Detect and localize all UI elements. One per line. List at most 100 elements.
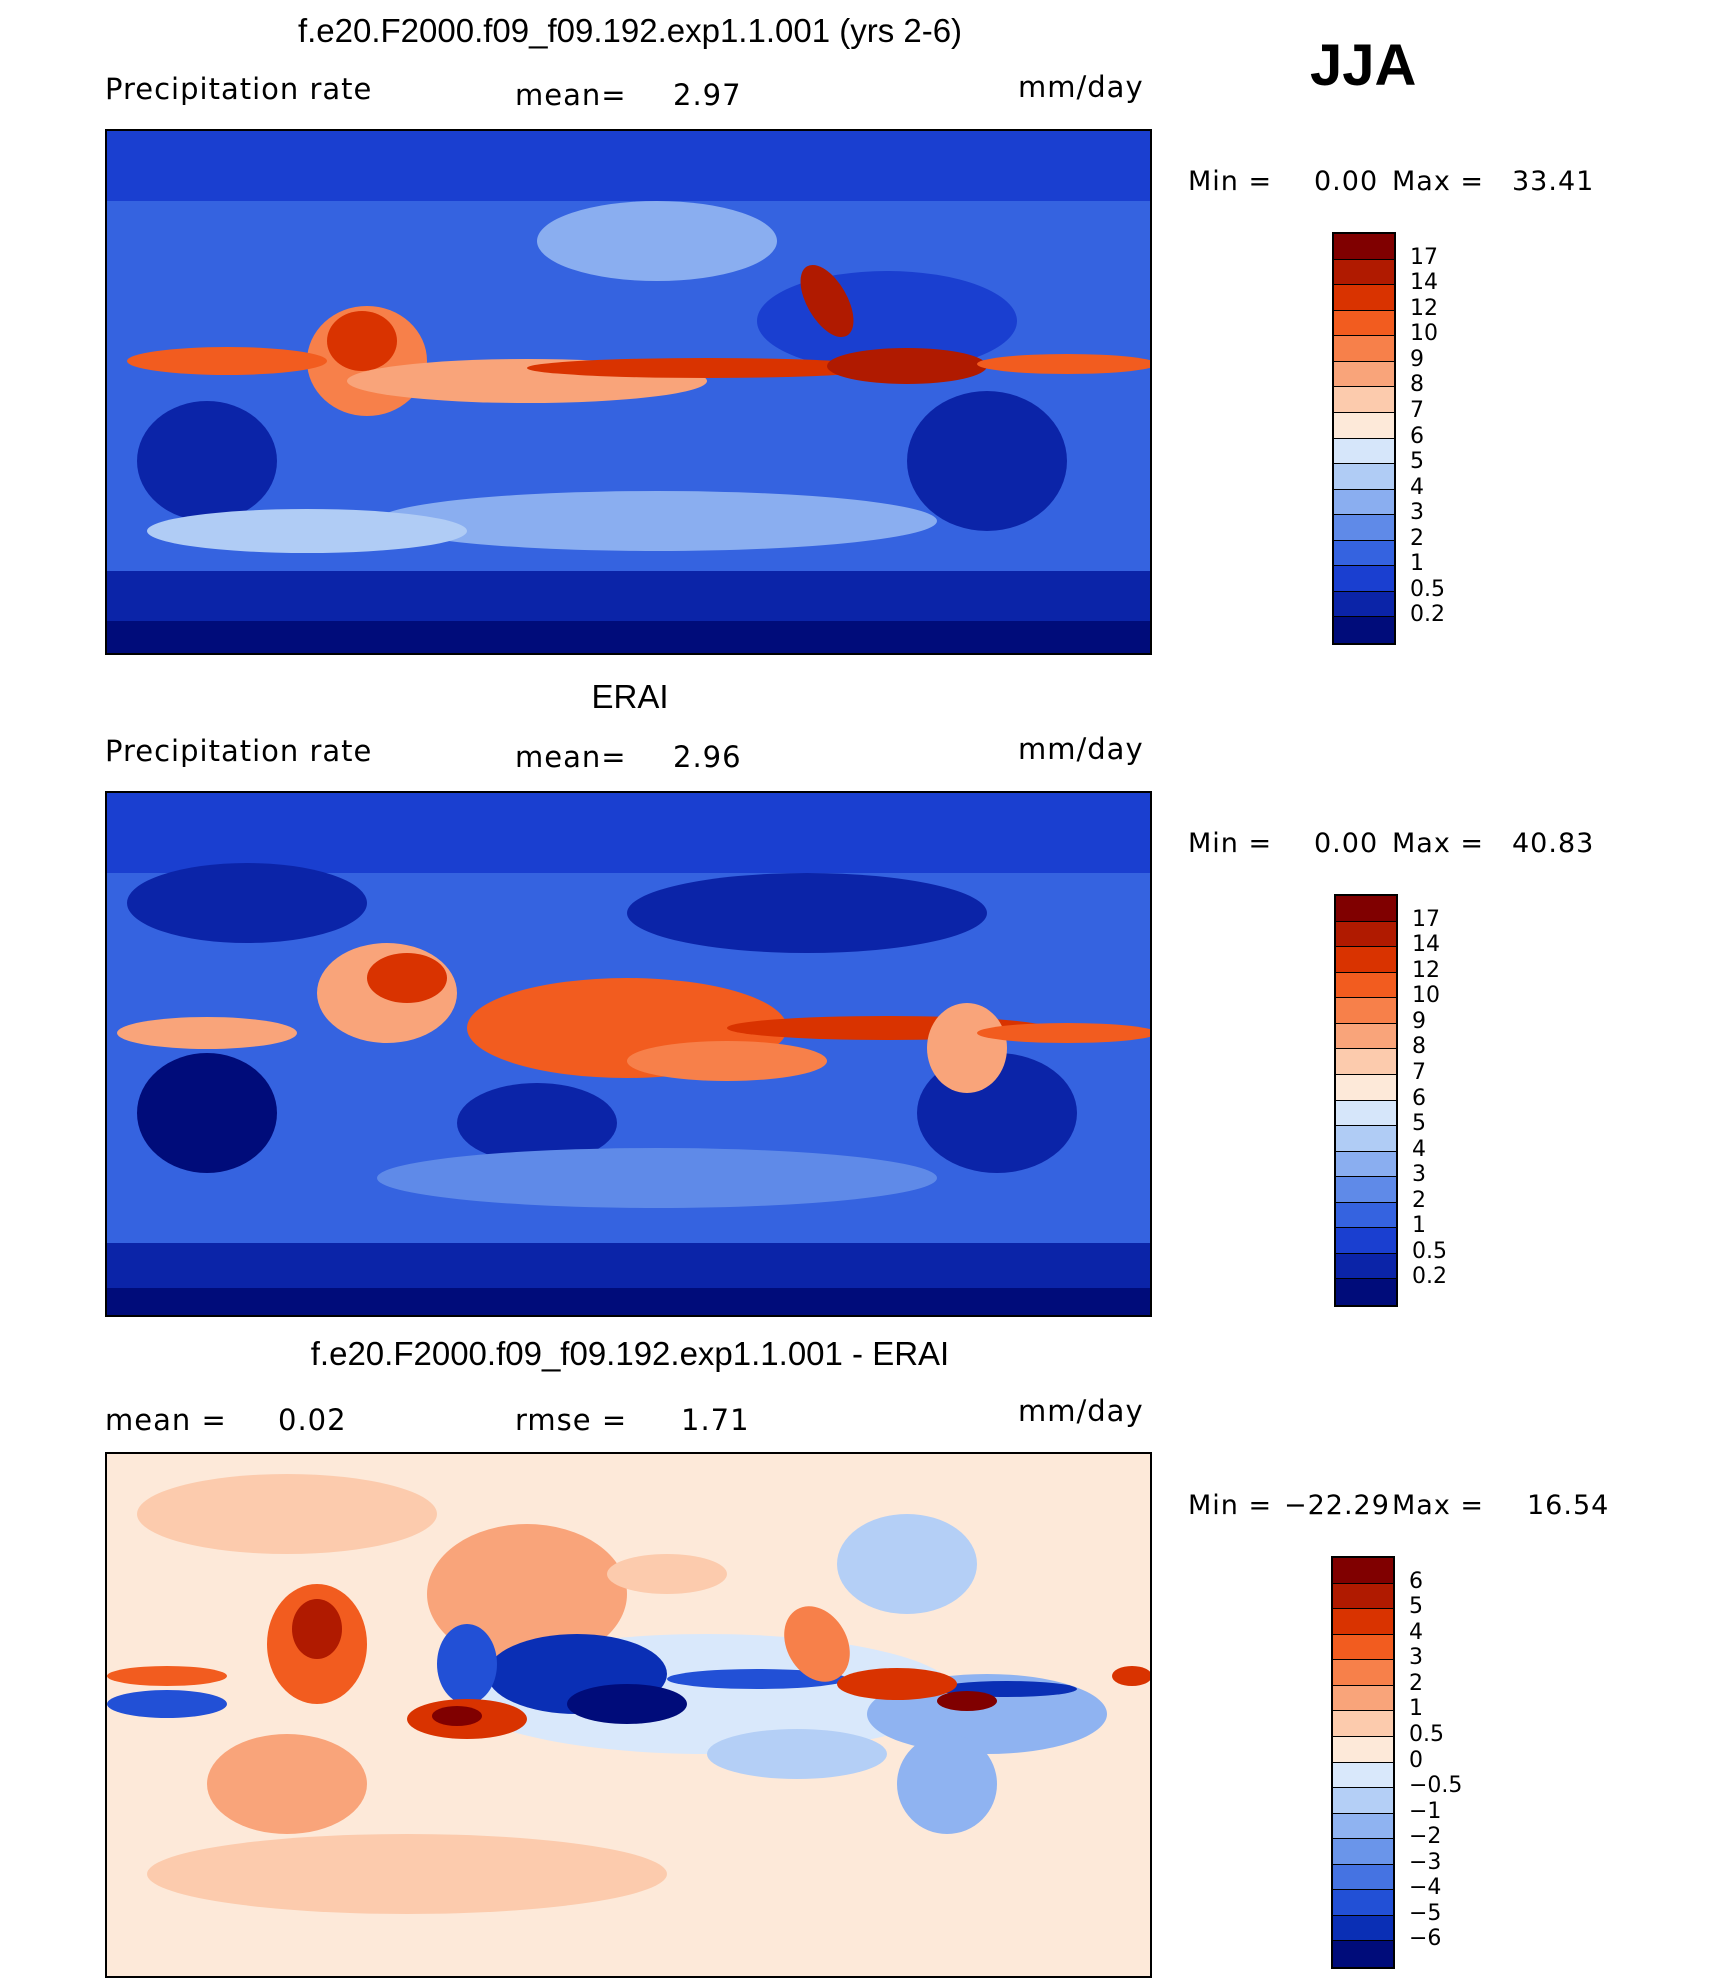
colorbar-tick-label: 2: [1409, 1670, 1423, 1696]
colorbar-tick-label: −2: [1409, 1824, 1442, 1850]
panel-1-min-value: 0.00: [1314, 166, 1379, 197]
colorbar-swatch: [1334, 489, 1394, 516]
colorbar-swatch: [1336, 972, 1396, 999]
panel-2-min-value: 0.00: [1314, 828, 1379, 859]
panel-2-max-value: 40.83: [1512, 828, 1595, 859]
colorbar-swatch: [1336, 1202, 1396, 1229]
colorbar-tick-label: 2: [1412, 1187, 1426, 1213]
colorbar-swatch: [1334, 336, 1394, 362]
colorbar-swatch: [1336, 1049, 1396, 1075]
panel-2-max-label: Max =: [1392, 828, 1485, 859]
colorbar-swatch: [1334, 515, 1394, 541]
panel-2-field-label: Precipitation rate: [105, 734, 373, 768]
colorbar-swatch: [1334, 387, 1394, 413]
colorbar-swatch: [1333, 1864, 1393, 1891]
colorbar-tick-label: 12: [1410, 295, 1438, 321]
colorbar-tick-label: −6: [1409, 1926, 1442, 1952]
colorbar-tick-label: 3: [1410, 500, 1424, 526]
colorbar-swatch: [1333, 1711, 1393, 1737]
colorbar-tick-label: 8: [1412, 1034, 1426, 1060]
colorbar-swatch: [1336, 1177, 1396, 1203]
panel-1-mean-value: 2.97: [673, 78, 742, 112]
colorbar-tick-label: 0.2: [1412, 1264, 1447, 1290]
colorbar-swatch: [1334, 464, 1394, 490]
colorbar-tick-label: 14: [1412, 932, 1440, 958]
season-label: JJA: [1310, 33, 1417, 98]
colorbar-tick-label: 17: [1410, 244, 1438, 270]
colorbar-swatch: [1333, 1660, 1393, 1686]
panel-2-title: ERAI: [591, 678, 669, 715]
colorbar-tick-label: 1: [1412, 1213, 1426, 1239]
colorbar-swatch: [1336, 998, 1396, 1024]
colorbar-swatch: [1333, 1941, 1393, 1967]
panel-3-title: f.e20.F2000.f09_f09.192.exp1.1.001 - ERA…: [310, 1335, 950, 1372]
panel-1-colorbar: [1332, 232, 1396, 645]
panel-1-max-value: 33.41: [1512, 166, 1595, 197]
colorbar-swatch: [1336, 1100, 1396, 1127]
panel-2-min-label: Min =: [1188, 828, 1273, 859]
panel-3-max-value: 16.54: [1527, 1490, 1610, 1521]
colorbar-tick-label: 0.2: [1410, 602, 1445, 628]
colorbar-swatch: [1336, 1253, 1396, 1280]
panel-1-max-label: Max =: [1392, 166, 1485, 197]
colorbar-swatch: [1334, 591, 1394, 618]
colorbar-swatch: [1333, 1558, 1393, 1584]
colorbar-tick-label: 5: [1409, 1594, 1423, 1620]
colorbar-swatch: [1334, 438, 1394, 465]
panel-2-mean-label: mean=: [515, 740, 627, 774]
panel-1-min-label: Min =: [1188, 166, 1273, 197]
colorbar-swatch: [1333, 1762, 1393, 1789]
panel-3-mean-label: mean =: [105, 1403, 227, 1437]
colorbar-tick-label: −0.5: [1409, 1773, 1463, 1799]
panel-3-min-value: −22.29: [1284, 1490, 1390, 1521]
colorbar-swatch: [1334, 234, 1394, 260]
panel-3-max-label: Max =: [1392, 1490, 1485, 1521]
panel-3-min-label: Min =: [1188, 1490, 1273, 1521]
panel-2-mean-value: 2.96: [673, 740, 742, 774]
colorbar-swatch: [1333, 1839, 1393, 1865]
colorbar-swatch: [1333, 1813, 1393, 1840]
colorbar-tick-label: 6: [1412, 1085, 1426, 1111]
colorbar-swatch: [1333, 1736, 1393, 1763]
colorbar-swatch: [1333, 1788, 1393, 1814]
colorbar-tick-label: 4: [1410, 474, 1424, 500]
panel-1-title: f.e20.F2000.f09_f09.192.exp1.1.001 (yrs …: [297, 12, 963, 49]
colorbar-tick-label: 17: [1412, 906, 1440, 932]
colorbar-swatch: [1336, 1151, 1396, 1178]
colorbar-tick-label: 0.5: [1412, 1238, 1447, 1264]
colorbar-swatch: [1334, 566, 1394, 592]
colorbar-tick-label: 6: [1410, 423, 1424, 449]
colorbar-tick-label: −4: [1409, 1875, 1442, 1901]
colorbar-tick-label: 0.5: [1409, 1721, 1444, 1747]
colorbar-swatch: [1334, 617, 1394, 643]
panel-3-rmse-value: 1.71: [681, 1403, 750, 1437]
panel-3-mean-value: 0.02: [278, 1403, 347, 1437]
colorbar-swatch: [1336, 1279, 1396, 1305]
panel-2-colorbar: [1334, 894, 1398, 1307]
colorbar-swatch: [1333, 1583, 1393, 1610]
colorbar-swatch: [1336, 1074, 1396, 1101]
panel-3-units: mm/day: [1018, 1394, 1144, 1428]
colorbar-tick-label: 7: [1412, 1059, 1426, 1085]
colorbar-tick-label: 6: [1409, 1568, 1423, 1594]
colorbar-tick-label: 4: [1412, 1136, 1426, 1162]
colorbar-tick-label: 0.5: [1410, 576, 1445, 602]
colorbar-tick-label: 14: [1410, 270, 1438, 296]
colorbar-swatch: [1336, 1023, 1396, 1050]
colorbar-tick-label: 4: [1409, 1619, 1423, 1645]
panel-2-map-field: [107, 793, 1150, 1315]
panel-1-map: [105, 129, 1152, 655]
panel-2-map: [105, 791, 1152, 1317]
colorbar-swatch: [1334, 285, 1394, 311]
colorbar-tick-label: 9: [1410, 346, 1424, 372]
panel-1-map-field: [107, 131, 1150, 653]
colorbar-swatch: [1333, 1609, 1393, 1635]
colorbar-swatch: [1334, 540, 1394, 567]
colorbar-tick-label: 5: [1410, 449, 1424, 475]
colorbar-tick-label: 7: [1410, 397, 1424, 423]
colorbar-tick-label: 10: [1412, 983, 1440, 1009]
colorbar-swatch: [1336, 1228, 1396, 1254]
colorbar-swatch: [1333, 1634, 1393, 1661]
colorbar-tick-label: 0: [1409, 1747, 1423, 1773]
panel-2-units: mm/day: [1018, 732, 1144, 766]
